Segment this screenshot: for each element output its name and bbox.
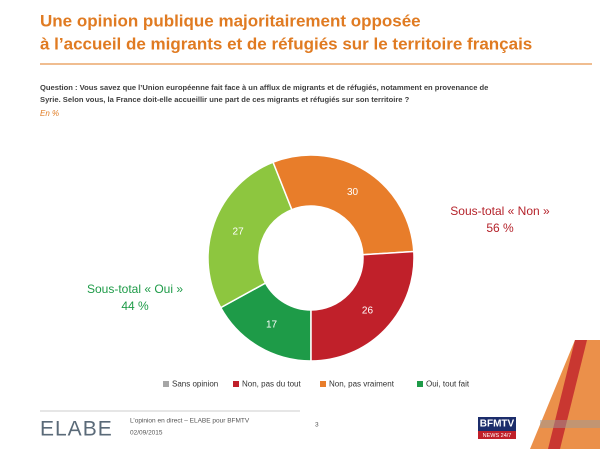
slice-label: 26 (362, 306, 374, 317)
unit-note: En % (40, 109, 59, 118)
date: 02/09/2015 (130, 430, 163, 437)
legend-label: Oui, tout fait (426, 380, 470, 389)
question-line: Question : Vous savez que l’Union europé… (40, 83, 488, 92)
subtotal-value: 56 % (486, 221, 514, 235)
legend-swatch (233, 381, 239, 387)
slice-label: 30 (347, 187, 359, 198)
subtotal-value: 44 % (121, 299, 149, 313)
donut: 17 27 30 26 (207, 154, 415, 362)
legend-label: Sans opinion (172, 380, 218, 389)
decoration (530, 340, 600, 449)
annotations: Sous-total « Non » 56 % Sous-total « Oui »… (87, 204, 550, 313)
legend-swatch (163, 381, 169, 387)
subtotal-label: Sous-total « Oui » (87, 282, 183, 296)
legend-swatch (417, 381, 423, 387)
title-line: Une opinion publique majoritairement opp… (40, 11, 421, 30)
page-number: 3 (315, 422, 319, 429)
slice (207, 161, 293, 309)
question-line: Syrie. Selon vous, la France doit-elle a… (40, 95, 410, 104)
title-line: à l’accueil de migrants et de réfugiés s… (40, 34, 532, 53)
logo-band (478, 431, 516, 439)
slice-label: 27 (233, 226, 245, 237)
logo-text: BFMTV (480, 419, 515, 430)
logo: BFMTV NEWS 24/7 (478, 417, 516, 439)
slice (310, 250, 415, 362)
logo-box (478, 417, 516, 431)
slice-label: 17 (266, 319, 278, 330)
brand: ELABE (40, 418, 113, 441)
slice (272, 154, 415, 256)
deco-shape (540, 420, 600, 428)
legend-label: Non, pas du tout (242, 380, 301, 389)
legend-label: Non, pas vraiment (329, 380, 395, 389)
subtotal-label: Sous-total « Non » (450, 204, 550, 218)
source: L’opinion en direct – ELABE pour BFMTV (130, 418, 250, 425)
legend-swatch (320, 381, 326, 387)
logo-sub: NEWS 24/7 (483, 433, 512, 439)
legend: Sans opinion Non, pas du tout Non, pas vra… (163, 380, 470, 389)
